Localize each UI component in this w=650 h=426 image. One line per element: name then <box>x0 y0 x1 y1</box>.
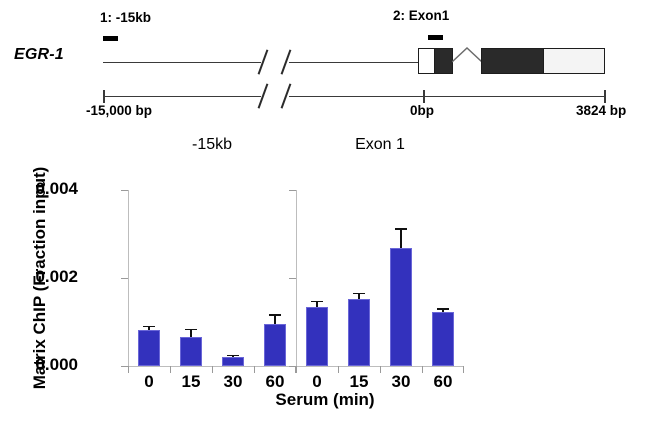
error-bar <box>316 300 318 308</box>
x-tick-label: 30 <box>223 372 243 391</box>
x-tick-mark <box>212 366 214 373</box>
gene-line-promoter <box>289 62 419 63</box>
panel-title: Exon 1 <box>355 136 405 153</box>
bar-chart: Matrix ChIP (Fraction input) 0.000 0.002 0… <box>0 128 650 426</box>
intron-splice-line <box>452 47 482 63</box>
bar <box>306 307 328 366</box>
x-tick-mark <box>294 366 296 373</box>
x-tick-mark <box>422 366 424 373</box>
probe-2-label: 2: Exon1 <box>393 8 450 23</box>
error-bar-cap <box>311 300 323 303</box>
bar <box>390 248 412 366</box>
error-bar-cap <box>395 228 407 230</box>
y-axis-line <box>296 190 298 366</box>
scale-tick-zero <box>423 90 425 103</box>
y-tick-label: 0.002 <box>35 267 78 286</box>
x-axis-label: Serum (min) <box>275 390 375 409</box>
x-tick-mark <box>254 366 256 373</box>
plot-area <box>289 190 464 373</box>
scale-bar-right <box>289 96 605 97</box>
probe-1-marker <box>103 36 118 41</box>
scale-tick-end <box>604 90 606 103</box>
error-bar-cap <box>185 328 197 331</box>
y-tick-label: 0.004 <box>35 179 78 198</box>
x-tick-label: 15 <box>349 372 369 391</box>
x-tick-mark <box>170 366 172 373</box>
probe-1-label: 1: -15kb <box>100 10 152 25</box>
bar <box>138 329 160 366</box>
scale-label-zero: 0bp <box>410 103 435 118</box>
x-tick-label: 0 <box>144 372 154 391</box>
bar <box>180 336 202 366</box>
error-bar-cap <box>269 314 281 316</box>
gene-diagram: EGR-1 1: -15kb 2: Exon1 -15,000 bp 0bp 3… <box>0 0 650 128</box>
error-bar <box>358 292 360 300</box>
error-bar-cap <box>143 325 155 328</box>
error-bar <box>148 325 150 330</box>
exon1-coding-box <box>434 48 453 74</box>
chart-panel: Exon 1 0 15 30 60 <box>289 128 464 426</box>
probe-2-marker <box>428 35 443 40</box>
x-tick-label: 60 <box>433 372 453 391</box>
exon2-coding-box <box>481 48 544 74</box>
error-bar-cap <box>353 292 365 295</box>
panel-title: -15kb <box>191 136 233 153</box>
x-tick-mark <box>128 366 130 373</box>
scale-label-end: 3824 bp <box>576 103 627 118</box>
y-tick-mark <box>121 278 128 280</box>
plot-area <box>121 190 296 373</box>
bar <box>432 312 454 366</box>
x-tick-label: 60 <box>265 372 285 391</box>
x-tick-mark <box>338 366 340 373</box>
x-tick-mark <box>462 366 464 373</box>
gene-name-label: EGR-1 <box>14 46 64 63</box>
y-tick-mark <box>289 190 296 192</box>
y-tick-mark <box>121 190 128 192</box>
exon2-utr-box <box>543 48 605 74</box>
y-axis-line <box>128 190 130 366</box>
gene-line-upstream <box>103 62 261 63</box>
scale-tick-start <box>103 90 105 103</box>
y-tick-mark <box>121 366 128 368</box>
bar <box>222 356 244 366</box>
error-bar-cap <box>227 354 239 357</box>
y-tick-label: 0.000 <box>35 355 78 374</box>
x-tick-label: 0 <box>312 372 322 391</box>
x-tick-mark <box>380 366 382 373</box>
scale-label-start: -15,000 bp <box>86 103 153 118</box>
bar <box>348 299 370 366</box>
x-tick-mark <box>296 366 298 373</box>
y-tick-mark <box>289 366 296 368</box>
error-bar <box>442 308 444 313</box>
error-bar <box>400 228 402 249</box>
chart-panel: -15kb 0 15 30 60 <box>121 128 296 426</box>
error-bar-cap <box>437 308 449 310</box>
bar <box>264 324 286 366</box>
y-tick-mark <box>289 278 296 280</box>
error-bar <box>190 328 192 337</box>
scale-bar-left <box>103 96 261 97</box>
error-bar <box>274 314 276 325</box>
x-tick-label: 15 <box>181 372 201 391</box>
x-tick-label: 30 <box>391 372 411 391</box>
exon1-utr-box <box>418 48 435 74</box>
